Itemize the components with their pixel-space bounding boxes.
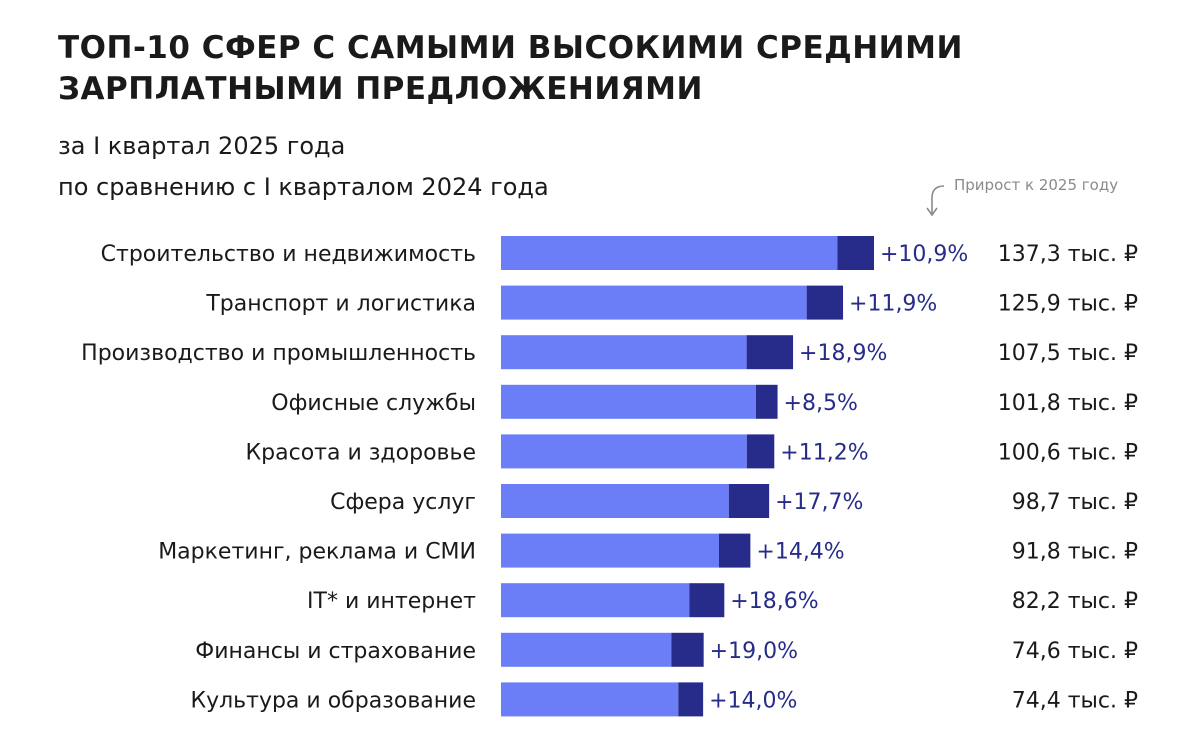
value-label: 91,8 тыс. ₽ xyxy=(1012,540,1138,565)
growth-label: +18,9% xyxy=(799,341,887,366)
bar-growth xyxy=(806,285,844,320)
chart-title: ТОП-10 СФЕР С САМЫМИ ВЫСОКИМИ СРЕДНИМИ З… xyxy=(58,28,963,110)
category-label: Транспорт и логистика xyxy=(205,292,476,317)
category-label: Сфера услуг xyxy=(330,490,476,515)
growth-label: +14,0% xyxy=(709,688,797,713)
value-label: 101,8 тыс. ₽ xyxy=(998,391,1138,416)
bar-growth xyxy=(755,384,778,419)
chart-title-line-2: ЗАРПЛАТНЫМИ ПРЕДЛОЖЕНИЯМИ xyxy=(58,71,703,107)
growth-label: +17,7% xyxy=(775,490,863,515)
chart-subtitle-line-2: по сравнению с I кварталом 2024 года xyxy=(58,173,549,201)
category-label: IT* и интернет xyxy=(307,589,476,614)
category-label: Культура и образование xyxy=(190,688,476,713)
note-arrow-icon xyxy=(926,185,945,217)
bar-base xyxy=(501,533,719,568)
chart-title-line-1: ТОП-10 СФЕР С САМЫМИ ВЫСОКИМИ СРЕДНИМИ xyxy=(58,30,963,66)
category-label: Офисные службы xyxy=(271,391,476,416)
value-label: 137,3 тыс. ₽ xyxy=(998,242,1138,267)
growth-label: +14,4% xyxy=(756,540,844,565)
bar-growth xyxy=(689,583,725,618)
value-label: 74,6 тыс. ₽ xyxy=(1012,639,1138,664)
bar-base xyxy=(501,236,838,270)
bar-growth xyxy=(728,484,770,518)
bar-base xyxy=(501,285,807,320)
category-label: Маркетинг, реклама и СМИ xyxy=(158,540,476,565)
bar-growth xyxy=(671,632,704,667)
bar-growth xyxy=(746,335,794,370)
growth-note: Прирост к 2025 году xyxy=(954,176,1119,194)
growth-label: +10,9% xyxy=(880,242,968,267)
chart-subtitle-line-1: за I квартал 2025 года xyxy=(58,132,346,160)
bar-base xyxy=(501,632,672,667)
bar-base xyxy=(501,434,747,469)
bar-base xyxy=(501,583,690,618)
chart-subtitle: за I квартал 2025 года по сравнению с I … xyxy=(58,126,549,208)
value-label: 82,2 тыс. ₽ xyxy=(1012,589,1138,614)
category-label: Производство и промышленность xyxy=(81,341,476,366)
bar-growth xyxy=(746,434,775,469)
bar-growth xyxy=(718,533,751,568)
growth-label: +11,2% xyxy=(780,440,868,465)
bar-growth xyxy=(837,236,874,270)
value-label: 107,5 тыс. ₽ xyxy=(998,341,1138,366)
category-label: Финансы и страхование xyxy=(195,639,476,664)
growth-label: +19,0% xyxy=(710,639,798,664)
value-label: 98,7 тыс. ₽ xyxy=(1012,490,1138,515)
category-label: Строительство и недвижимость xyxy=(101,242,476,267)
bar-base xyxy=(501,682,679,717)
value-label: 74,4 тыс. ₽ xyxy=(1012,688,1138,713)
value-label: 125,9 тыс. ₽ xyxy=(998,292,1138,317)
growth-label: +18,6% xyxy=(730,589,818,614)
growth-label: +11,9% xyxy=(849,292,937,317)
growth-label: +8,5% xyxy=(784,391,858,416)
bar-base xyxy=(501,335,747,370)
category-label: Красота и здоровье xyxy=(246,440,476,465)
bar-growth xyxy=(678,682,704,717)
value-label: 100,6 тыс. ₽ xyxy=(998,440,1138,465)
bar-base xyxy=(501,384,756,419)
bar-base xyxy=(501,484,729,518)
